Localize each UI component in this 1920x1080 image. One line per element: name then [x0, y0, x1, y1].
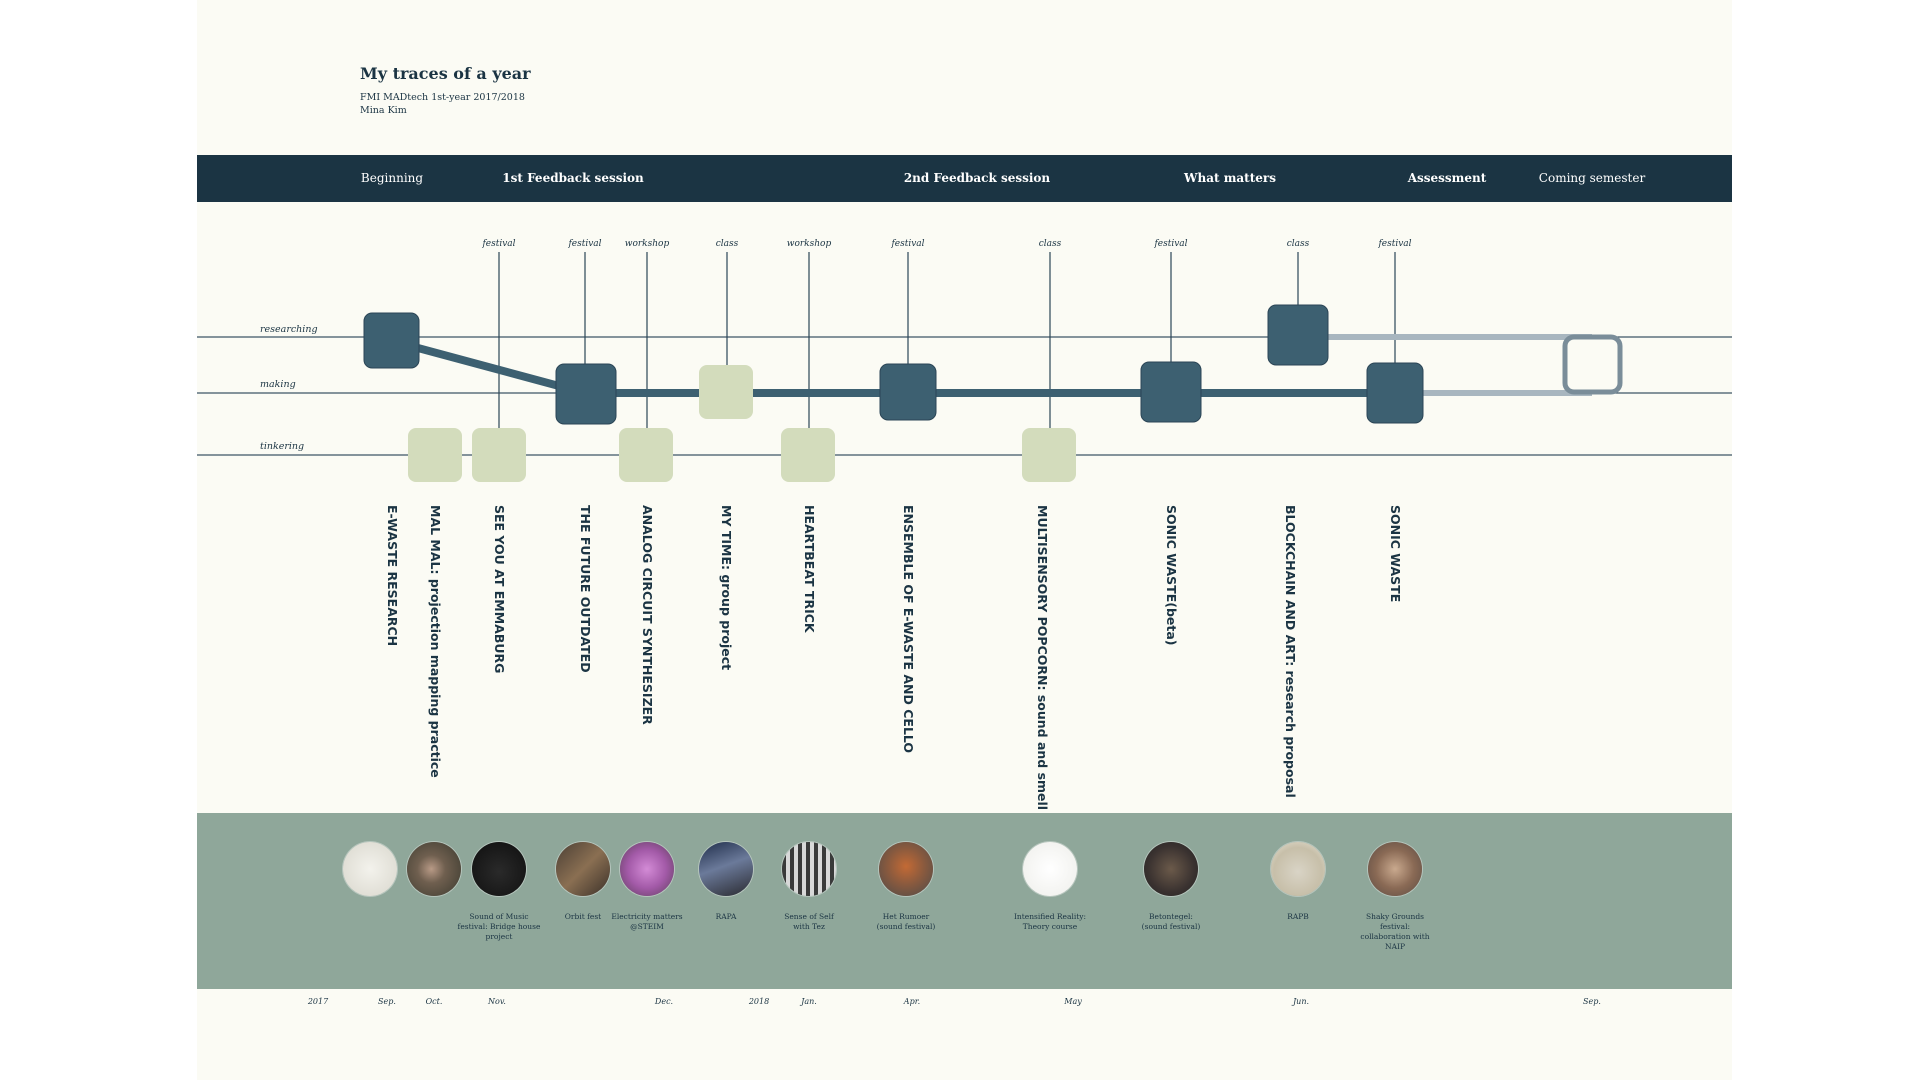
- photo-thumbnail[interactable]: [1271, 842, 1325, 896]
- date-label: Apr.: [903, 997, 921, 1006]
- project-title: MAL MAL: projection mapping practice: [428, 505, 443, 778]
- photo-caption: Sense of Self with Tez: [784, 912, 834, 931]
- category-label: workshop: [787, 239, 832, 249]
- phase-bar: Beginning 1st Feedback session 2nd Feedb…: [197, 155, 1732, 202]
- photo-caption: RAPA: [715, 912, 737, 921]
- category-label: class: [1287, 239, 1310, 249]
- category-label: festival: [890, 239, 924, 249]
- date-label: Sep.: [1583, 997, 1601, 1006]
- category-label: class: [716, 239, 739, 249]
- category-label: festival: [1153, 239, 1187, 249]
- photo-caption: Het Rumoer (sound festival): [876, 912, 936, 931]
- node-see-you-at-emmaburg[interactable]: [472, 428, 526, 482]
- photo-thumbnail[interactable]: [407, 842, 461, 896]
- phase-label: 1st Feedback session: [502, 171, 644, 185]
- photo-thumbnail[interactable]: [1368, 842, 1422, 896]
- node-blockchain-and-art[interactable]: [1267, 304, 1329, 366]
- lane-label-tinkering: tinkering: [260, 441, 304, 452]
- photo-thumbnail[interactable]: [620, 842, 674, 896]
- photo-caption: Electricity matters @STEIM: [611, 912, 683, 931]
- node-my-time[interactable]: [699, 365, 753, 419]
- project-title: ENSEMBLE OF E-WASTE AND CELLO: [901, 505, 916, 754]
- node-e-waste-research[interactable]: [363, 312, 420, 369]
- node-ensemble-e-waste-cello[interactable]: [879, 363, 937, 421]
- photo-caption: Orbit fest: [564, 912, 602, 921]
- page-title: My traces of a year: [360, 64, 531, 83]
- date-label: Jun.: [1292, 997, 1310, 1006]
- project-title: HEARTBEAT TRICK: [802, 505, 817, 633]
- photo-band: Sound of Music festival: Bridge house pr…: [197, 813, 1732, 989]
- making-nodes: [363, 304, 1424, 425]
- project-title: BLOCKCHAIN AND ART: research proposal: [1283, 505, 1298, 798]
- photo-thumbnail[interactable]: [472, 842, 526, 896]
- photo-caption: Sound of Music festival: Bridge house pr…: [457, 912, 541, 941]
- project-title: SONIC WASTE: [1388, 505, 1403, 603]
- date-label: 2017: [307, 997, 329, 1006]
- lane-label-making: making: [260, 379, 296, 390]
- project-title: MULTISENSORY POPCORN: sound and smell: [1035, 505, 1050, 811]
- project-title: THE FUTURE OUTDATED: [578, 505, 593, 673]
- phase-label: 2nd Feedback session: [903, 171, 1051, 185]
- date-label: Nov.: [488, 997, 506, 1006]
- date-label: May: [1064, 997, 1082, 1006]
- photo-caption: Intensified Reality: Theory course: [1013, 912, 1087, 931]
- node-sonic-waste[interactable]: [1366, 362, 1424, 424]
- photo-thumbnail[interactable]: [699, 842, 753, 896]
- category-label: festival: [567, 239, 601, 249]
- node-coming-semester[interactable]: [1562, 334, 1623, 395]
- photo-caption: Shaky Grounds festival: collaboration wi…: [1360, 912, 1430, 951]
- date-label: Jan.: [801, 997, 817, 1006]
- author-name: Mina Kim: [360, 105, 407, 116]
- project-title: SONIC WASTE(beta): [1164, 505, 1179, 646]
- category-label: festival: [1377, 239, 1411, 249]
- project-title: SEE YOU AT EMMABURG: [492, 505, 507, 674]
- photo-caption: RAPB: [1287, 912, 1309, 921]
- project-title: ANALOG CIRCUIT SYNTHESIZER: [640, 505, 655, 725]
- category-label: festival: [481, 239, 515, 249]
- date-label: Dec.: [654, 997, 674, 1006]
- date-label: Oct.: [425, 997, 443, 1006]
- project-title: MY TIME: group project: [719, 505, 734, 671]
- photo-thumbnail[interactable]: [1023, 842, 1077, 896]
- photo-thumbnail[interactable]: [343, 842, 397, 896]
- photo-caption: Betontegel: (sound festival): [1141, 912, 1201, 931]
- category-label: workshop: [625, 239, 670, 249]
- node-heartbeat-trick[interactable]: [781, 428, 835, 482]
- phase-label: Coming semester: [1538, 171, 1646, 185]
- timeline-diagram: researching making tinkering festival fe…: [197, 239, 1732, 482]
- project-title: E-WASTE RESEARCH: [385, 505, 400, 647]
- phase-label: What matters: [1184, 171, 1276, 185]
- phase-label: Assessment: [1407, 171, 1487, 185]
- node-the-future-outdated[interactable]: [555, 363, 617, 425]
- node-analog-circuit-synthesizer[interactable]: [619, 428, 673, 482]
- photo-thumbnail[interactable]: [1144, 842, 1198, 896]
- page-subtitle: FMI MADtech 1st-year 2017/2018: [360, 92, 525, 103]
- category-stems: [498, 252, 1396, 430]
- tinkering-nodes: [408, 365, 1076, 482]
- node-sonic-waste-beta[interactable]: [1140, 361, 1202, 423]
- date-label: Sep.: [378, 997, 396, 1006]
- node-multisensory-popcorn[interactable]: [1022, 428, 1076, 482]
- poster: My traces of a year FMI MADtech 1st-year…: [197, 0, 1732, 1080]
- node-mal-mal[interactable]: [408, 428, 462, 482]
- photo-thumbnail[interactable]: [782, 842, 836, 896]
- date-label: 2018: [748, 997, 770, 1006]
- photo-thumbnail[interactable]: [879, 842, 933, 896]
- phase-label: Beginning: [360, 171, 424, 185]
- lane-label-researching: researching: [260, 324, 318, 335]
- category-label: class: [1039, 239, 1062, 249]
- photo-thumbnail[interactable]: [556, 842, 610, 896]
